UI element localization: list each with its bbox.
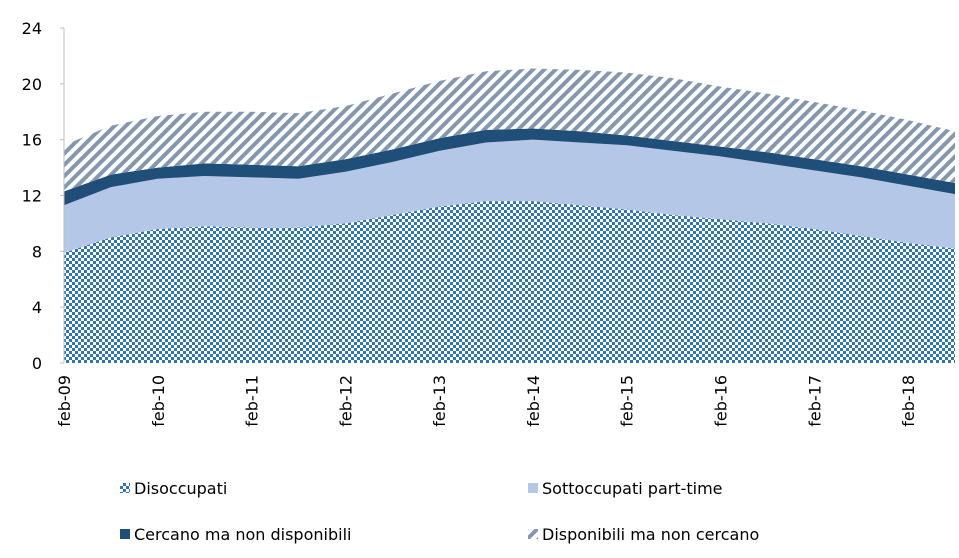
legend-swatch — [528, 529, 538, 539]
area — [64, 68, 955, 192]
y-tick-label: 12 — [22, 187, 42, 206]
area — [64, 201, 955, 363]
x-tick-label: feb-12 — [336, 375, 355, 427]
x-tick-label: feb-10 — [149, 375, 168, 427]
y-tick-label: 8 — [32, 242, 42, 261]
y-tick-label: 4 — [32, 298, 42, 317]
area — [64, 128, 955, 206]
x-tick-label: feb-18 — [899, 375, 918, 427]
area — [64, 139, 955, 253]
y-tick-label: 0 — [32, 354, 42, 373]
legend-label: Cercano ma non disponibili — [134, 525, 351, 544]
x-tick-label: feb-13 — [430, 375, 449, 427]
y-tick-label: 16 — [22, 131, 42, 150]
x-tick-label: feb-09 — [55, 375, 74, 427]
legend-label: Disponibili ma non cercano — [542, 525, 759, 544]
legend-swatch — [528, 483, 538, 493]
x-tick-label: feb-16 — [712, 375, 731, 427]
y-tick-label: 20 — [22, 75, 42, 94]
y-tick-label: 24 — [22, 19, 42, 38]
legend-swatch — [120, 483, 130, 493]
x-tick-label: feb-17 — [805, 375, 824, 427]
x-tick-label: feb-14 — [524, 375, 543, 427]
x-tick-label: feb-15 — [618, 375, 637, 427]
x-tick-label: feb-11 — [243, 375, 262, 427]
legend-label: Disoccupati — [134, 479, 227, 498]
legend-swatch — [120, 529, 130, 539]
legend-label: Sottoccupati part-time — [542, 479, 723, 498]
